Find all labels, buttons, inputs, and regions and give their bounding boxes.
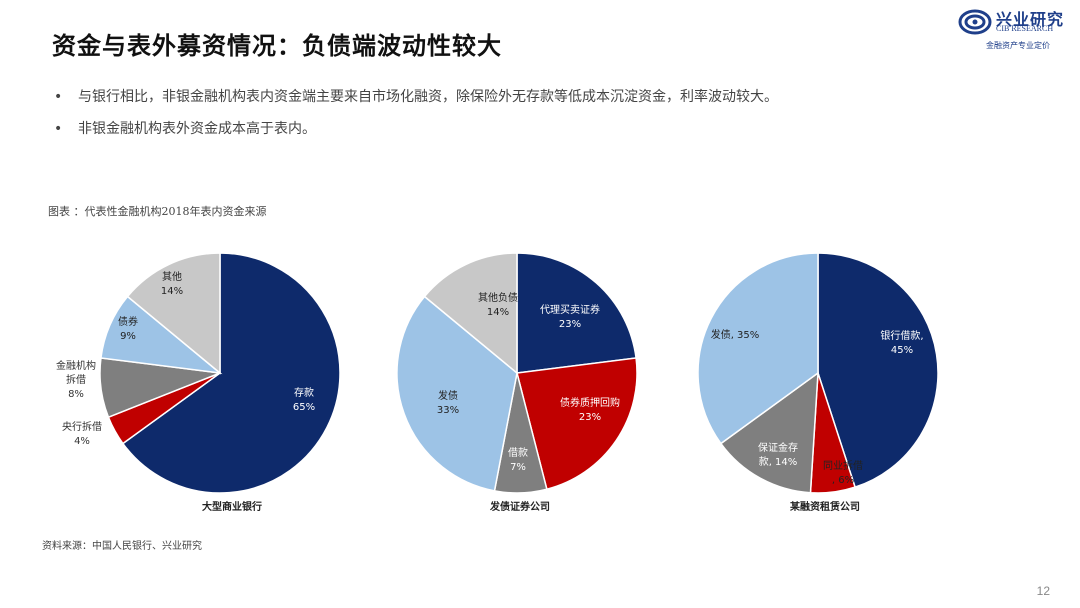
pie-slice: [396, 295, 518, 492]
pie-chart: 存款 65% 央行拆借 4% 金融机构拆借 8% 债券 9% 其他 14% 大型商业银行: [56, 252, 341, 513]
cib-logo: 兴业研究 CIB RESEARCH 金融资产专业定价: [958, 6, 1068, 50]
bullet-text: 与银行相比，非银金融机构表内资金端主要来自市场化融资，除保险外无存款等低成本沉淀…: [78, 89, 778, 105]
bullet-list: • 与银行相比，非银金融机构表内资金端主要来自市场化融资，除保险外无存款等低成本…: [52, 86, 778, 150]
slice-label: 发债 33%: [437, 389, 459, 416]
bullet-item: • 与银行相比，非银金融机构表内资金端主要来自市场化融资，除保险外无存款等低成本…: [52, 86, 778, 118]
pie-chart: 代理买卖证券 23% 债券质押回购 23% 借款 7% 发债 33% 其他负债 14% 发债证券公司: [396, 252, 638, 513]
pie-slice: [516, 252, 637, 374]
logo-name-en: CIB RESEARCH: [996, 24, 1054, 33]
pie-chart-title: 某融资租赁公司: [790, 500, 860, 513]
bullet-dot-icon: •: [54, 121, 63, 137]
pie-chart-title: 发债证券公司: [489, 500, 550, 513]
pie-slice: [719, 371, 819, 494]
slice-label: 存款 65%: [293, 386, 315, 413]
pie-chart: 银行借款, 45% 同业拆借, 6% 保证金存款, 14% 发债, 35% 某融资租赁公司: [697, 252, 939, 513]
bullet-dot-icon: •: [54, 89, 63, 105]
pie-slice: [697, 252, 819, 445]
logo-slogan: 金融资产专业定价: [986, 41, 1050, 50]
figure-caption: 图表 ：代表性金融机构2018年表内资金来源: [48, 205, 267, 218]
slice-label: 其他 14%: [161, 270, 183, 297]
pie-slice: [121, 252, 341, 494]
slice-label: 保证金存款, 14%: [758, 441, 798, 468]
pie-chart-title: 大型商业银行: [202, 500, 262, 513]
source-note: 资料来源：中国人民银行、兴业研究: [42, 541, 202, 552]
slice-label: 银行借款, 45%: [880, 329, 923, 356]
pie-slice: [516, 357, 638, 491]
slice-label: 借款 7%: [508, 446, 528, 473]
slice-label: 发债, 35%: [711, 328, 760, 341]
slice-label: 央行拆借 4%: [62, 420, 102, 447]
slice-label: 代理买卖证券 23%: [540, 303, 600, 330]
slice-label: 债券 9%: [118, 315, 138, 342]
cib-logo-icon: [958, 9, 992, 35]
slice-label: 其他负债 14%: [478, 291, 518, 318]
logo-name-cn: 兴业研究: [996, 10, 1065, 29]
pie-slice: [817, 252, 939, 489]
slice-label: 债券质押回购 23%: [560, 396, 620, 423]
pie-slice: [126, 252, 221, 375]
bullet-item: • 非银金融机构表外资金成本高于表内。: [52, 118, 778, 150]
page-number: 12: [1036, 584, 1050, 598]
page-title: 资金与表外募资情况：负债端波动性较大: [52, 32, 502, 60]
slice-label: 同业拆借, 6%: [823, 459, 863, 486]
slice-label: 金融机构拆借 8%: [56, 359, 96, 400]
pie-slice: [423, 252, 518, 375]
bullet-text: 非银金融机构表外资金成本高于表内。: [78, 121, 316, 137]
